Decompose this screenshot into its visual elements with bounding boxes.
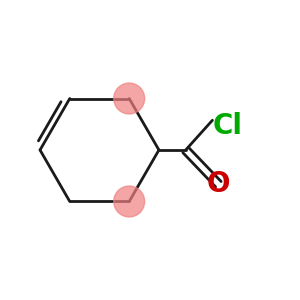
Text: O: O	[207, 170, 230, 198]
Text: Cl: Cl	[212, 112, 242, 140]
Circle shape	[114, 186, 145, 217]
Circle shape	[114, 83, 145, 114]
